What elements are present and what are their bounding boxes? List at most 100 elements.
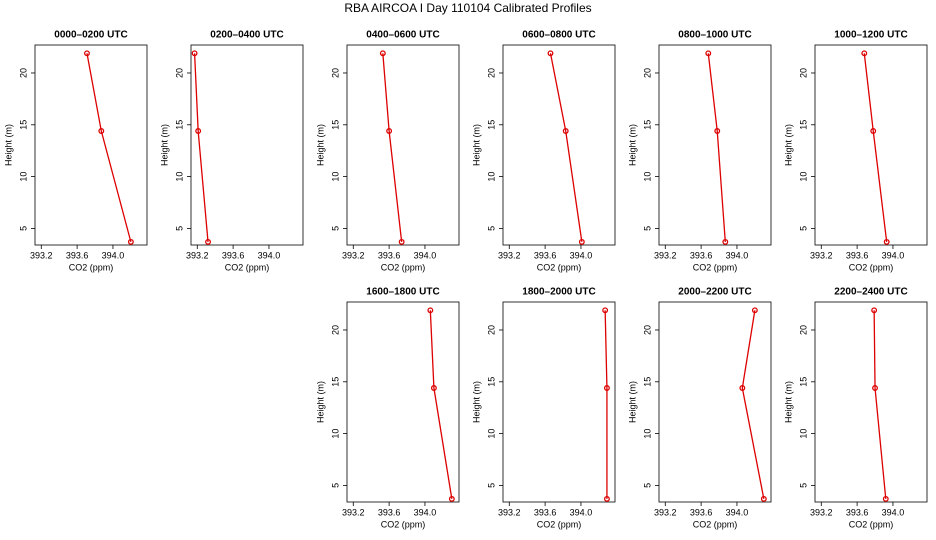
plot-frame [814, 301, 928, 503]
profile-point [722, 238, 729, 245]
profile-point [603, 385, 610, 391]
panel-title: 0200–0400 UTC [210, 30, 283, 41]
x-tick-label: 393.2 [654, 250, 677, 260]
profile-line [741, 310, 765, 500]
profile-point [195, 128, 202, 134]
y-tick-label: 5 [330, 226, 340, 231]
y-tick-label: 15 [798, 377, 808, 387]
panel-title: 1800–2000 UTC [522, 287, 595, 298]
x-axis-label: CO2 (ppm) [225, 262, 270, 272]
x-axis-label: CO2 (ppm) [849, 519, 894, 529]
x-tick-label: 393.2 [342, 507, 365, 517]
profile-point [430, 385, 437, 391]
profile-line [549, 53, 583, 242]
panel-title: 1000–1200 UTC [834, 30, 907, 41]
profile-point [883, 238, 890, 245]
profile-point [562, 128, 569, 134]
y-axis-label: Height (m) [627, 124, 637, 166]
x-axis-label: CO2 (ppm) [381, 262, 426, 272]
x-axis-label: CO2 (ppm) [381, 519, 426, 529]
x-tick-label: 394.0 [882, 250, 905, 260]
panel-title: 2200–2400 UTC [834, 287, 907, 298]
y-tick-label: 20 [642, 325, 652, 335]
x-tick-label: 393.6 [690, 507, 713, 517]
profile-point [205, 238, 211, 245]
profile-point [882, 495, 889, 502]
panel-title: 0600–0800 UTC [522, 30, 595, 41]
y-tick-label: 15 [642, 120, 652, 130]
panel-title: 1600–1800 UTC [366, 287, 439, 298]
x-axis-label: CO2 (ppm) [537, 262, 582, 272]
y-axis-label: Height (m) [315, 381, 325, 423]
x-axis-label: CO2 (ppm) [69, 262, 114, 272]
profile-point [398, 238, 405, 245]
profile-point [379, 50, 386, 57]
y-axis-label: Height (m) [627, 381, 637, 423]
x-axis-label: CO2 (ppm) [849, 262, 894, 272]
x-tick-label: 393.2 [498, 507, 521, 517]
x-axis-label: CO2 (ppm) [693, 519, 738, 529]
profile-line [707, 53, 726, 242]
x-tick-label: 393.2 [186, 250, 209, 260]
plot-frame [346, 301, 460, 503]
x-tick-label: 393.2 [342, 250, 365, 260]
x-tick-label: 393.6 [66, 250, 89, 260]
profile-point [84, 50, 90, 57]
x-tick-label: 393.2 [30, 250, 53, 260]
x-axis-label: CO2 (ppm) [537, 519, 582, 529]
plot-frame [190, 44, 304, 246]
x-tick-label: 393.2 [810, 250, 833, 260]
y-axis-label: Height (m) [3, 124, 13, 166]
profile-line [382, 53, 403, 242]
profile-point [448, 495, 455, 502]
y-tick-label: 5 [486, 226, 496, 231]
y-axis-label: Height (m) [159, 124, 169, 166]
x-tick-label: 394.0 [414, 250, 437, 260]
panel-title: 2000–2200 UTC [678, 287, 751, 298]
profile-point [871, 307, 878, 314]
plot-frame [346, 44, 460, 246]
profile-point [191, 50, 198, 57]
x-tick-label: 394.0 [570, 250, 593, 260]
profile-line [863, 53, 888, 242]
plot-frame [502, 301, 616, 503]
y-tick-label: 15 [18, 120, 28, 130]
y-axis-label: Height (m) [471, 124, 481, 166]
y-tick-label: 10 [18, 172, 28, 182]
y-tick-label: 20 [798, 325, 808, 335]
y-axis-label: Height (m) [315, 124, 325, 166]
profile-point [872, 385, 878, 391]
profile-point [739, 385, 746, 391]
x-tick-label: 394.0 [570, 507, 593, 517]
y-axis-label: Height (m) [783, 381, 793, 423]
x-tick-label: 393.2 [810, 507, 833, 517]
y-tick-label: 5 [174, 226, 184, 231]
panel-title: 0400–0600 UTC [366, 30, 439, 41]
panel-title: 0800–1000 UTC [678, 30, 751, 41]
y-axis-label: Height (m) [783, 124, 793, 166]
x-tick-label: 393.6 [690, 250, 713, 260]
profile-point [578, 238, 585, 245]
plot-frame [34, 44, 148, 246]
y-tick-label: 20 [486, 325, 496, 335]
y-tick-label: 20 [174, 68, 184, 78]
x-tick-label: 393.2 [654, 507, 677, 517]
y-tick-label: 5 [18, 226, 28, 231]
profile-point [870, 128, 877, 134]
panel-title: 0000–0200 UTC [54, 30, 127, 41]
y-tick-label: 15 [486, 377, 496, 387]
y-tick-label: 10 [174, 172, 184, 182]
profile-point [547, 50, 554, 57]
y-tick-label: 20 [486, 68, 496, 78]
x-tick-label: 394.0 [726, 507, 749, 517]
profile-line [604, 310, 608, 499]
y-tick-label: 5 [798, 226, 808, 231]
y-tick-label: 10 [798, 172, 808, 182]
y-tick-label: 15 [330, 120, 340, 130]
profile-point [602, 307, 609, 314]
y-tick-label: 5 [330, 483, 340, 488]
y-tick-label: 20 [330, 68, 340, 78]
y-tick-label: 15 [174, 120, 184, 130]
plot-frame [502, 44, 616, 246]
x-axis-label: CO2 (ppm) [693, 262, 738, 272]
